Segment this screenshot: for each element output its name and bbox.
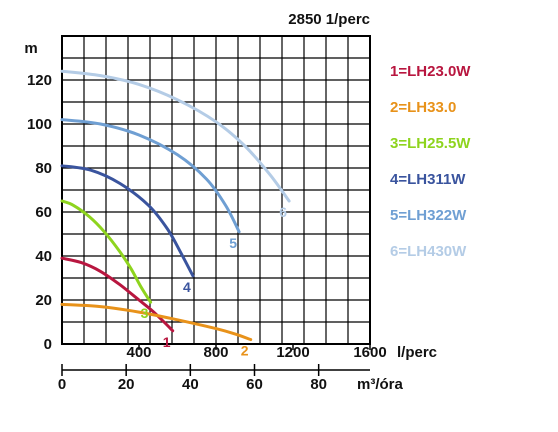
- x-tick-label-m3h: 60: [246, 376, 263, 393]
- curve-5: [60, 118, 241, 234]
- y-tick-label: 80: [35, 160, 52, 177]
- x-tick-label-lpm: 1200: [276, 344, 309, 361]
- curve-4: [60, 164, 195, 278]
- legend-item-2: 2=LH33.0: [390, 99, 456, 116]
- legend-item-3: 3=LH25.5W: [390, 135, 471, 152]
- x-axis-lpm-label: l/perc: [397, 344, 437, 361]
- legend-item-1: 1=LH23.0W: [390, 63, 471, 80]
- curve-label-2: 2: [241, 343, 249, 359]
- y-tick-label: 100: [27, 116, 52, 133]
- curves: [60, 69, 291, 342]
- y-axis-label: m: [24, 40, 37, 57]
- curve-2: [60, 302, 253, 342]
- x-axis-m3h-label: m³/óra: [357, 376, 404, 393]
- y-tick-label: 120: [27, 72, 52, 89]
- y-tick-label: 20: [35, 292, 52, 309]
- y-tick-label: 0: [44, 336, 52, 353]
- curve-6: [60, 69, 291, 203]
- x-tick-label-m3h: 80: [310, 376, 327, 393]
- x-tick-label-lpm: 800: [203, 344, 228, 361]
- curve-label-5: 5: [229, 235, 237, 251]
- chart-title: 2850 1/perc: [288, 11, 370, 28]
- x-tick-label-m3h: 0: [58, 376, 66, 393]
- curve-label-1: 1: [163, 334, 171, 350]
- y-tick-label: 60: [35, 204, 52, 221]
- x-tick-label-m3h: 20: [118, 376, 135, 393]
- legend: 1=LH23.0W 2=LH33.0 3=LH25.5W 4=LH311W 5=LH32…: [390, 63, 471, 260]
- curve-1: [60, 256, 175, 333]
- curve-label-3: 3: [141, 305, 149, 321]
- legend-item-4: 4=LH311W: [390, 171, 466, 188]
- y-tick-label: 40: [35, 248, 52, 265]
- x-tick-label-lpm: 1600: [353, 344, 386, 361]
- y-axis-ticks: 0 20 40 60 80 100 120: [27, 72, 52, 353]
- x-tick-label-m3h: 40: [182, 376, 199, 393]
- curve-3: [60, 199, 153, 304]
- curve-labels: 1 2 3 4 5 6: [141, 204, 288, 359]
- x-tick-label-lpm: 400: [126, 344, 151, 361]
- x-axis-lpm-ticks: 400 800 1200 1600: [126, 344, 387, 361]
- curve-label-6: 6: [279, 204, 287, 220]
- legend-item-6: 6=LH430W: [390, 243, 467, 260]
- legend-item-5: 5=LH322W: [390, 207, 467, 224]
- x-axis-m3h-ticks: 0 20 40 60 80: [58, 364, 327, 393]
- curve-label-4: 4: [183, 279, 191, 295]
